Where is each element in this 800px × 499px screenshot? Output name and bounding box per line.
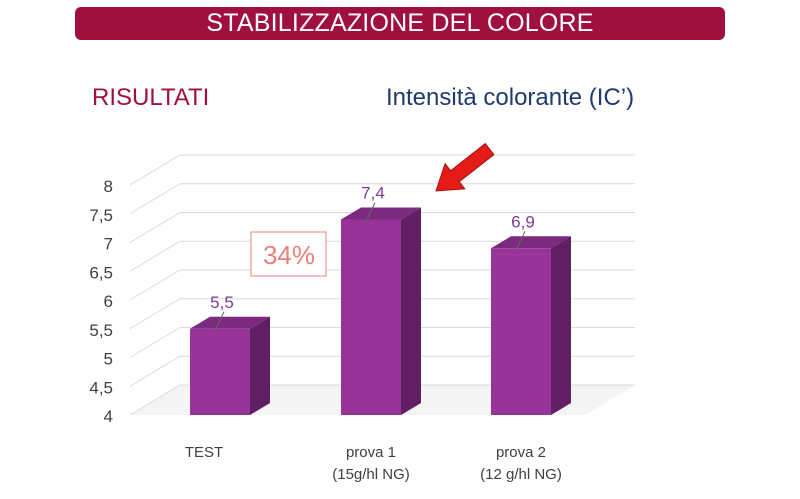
gridline-slant xyxy=(129,355,181,387)
x-tick-label: TEST xyxy=(185,444,223,461)
red-arrow-icon xyxy=(435,142,495,192)
gridline-slant xyxy=(129,240,181,272)
gridline-slant xyxy=(129,384,181,416)
bar-top xyxy=(491,236,571,249)
x-tick-label: (12 g/hl NG) xyxy=(480,466,562,483)
y-tick-label: 6 xyxy=(104,292,113,311)
chart-title: Intensità colorante (IC’) xyxy=(386,84,635,111)
y-tick-label: 5 xyxy=(104,350,113,369)
page-title: STABILIZZAZIONE DEL COLORE xyxy=(206,9,594,37)
callout-text: 34% xyxy=(263,240,315,270)
bar-top xyxy=(190,316,270,329)
data-label: 7,4 xyxy=(361,184,385,203)
data-label-leader xyxy=(515,231,526,251)
y-tick-label: 5,5 xyxy=(89,321,113,340)
gridline-slant xyxy=(129,183,181,215)
bar xyxy=(190,328,250,415)
bar xyxy=(491,248,551,415)
bar xyxy=(341,219,401,415)
y-tick-label: 7,5 xyxy=(89,206,113,225)
gridline-slant xyxy=(129,327,181,358)
y-tick-label: 7 xyxy=(104,235,113,254)
y-tick-label: 4 xyxy=(104,407,113,426)
x-tick-label: (15g/hl NG) xyxy=(332,466,410,483)
data-label-leader xyxy=(365,202,376,222)
x-tick-label: prova 1 xyxy=(346,444,396,461)
bar-side xyxy=(551,236,571,415)
bar-top xyxy=(341,207,421,220)
gridline-slant xyxy=(129,269,181,301)
gridline-slant xyxy=(129,212,181,243)
data-label: 5,5 xyxy=(210,293,234,312)
data-label: 6,9 xyxy=(511,212,535,231)
gridline-slant xyxy=(129,154,181,186)
gridline-slant xyxy=(129,298,181,330)
callout-box xyxy=(250,231,327,277)
y-tick-label: 8 xyxy=(104,177,113,196)
arrow-shape xyxy=(435,142,495,192)
y-tick-label: 6,5 xyxy=(89,263,113,282)
y-tick-label: 4,5 xyxy=(89,378,113,397)
bar-side xyxy=(250,316,270,415)
x-tick-label: prova 2 xyxy=(496,444,546,461)
section-label: RISULTATI xyxy=(92,84,210,111)
data-label-leader xyxy=(214,311,225,331)
title-banner: STABILIZZAZIONE DEL COLORE xyxy=(75,7,725,40)
bar-side xyxy=(401,207,421,415)
